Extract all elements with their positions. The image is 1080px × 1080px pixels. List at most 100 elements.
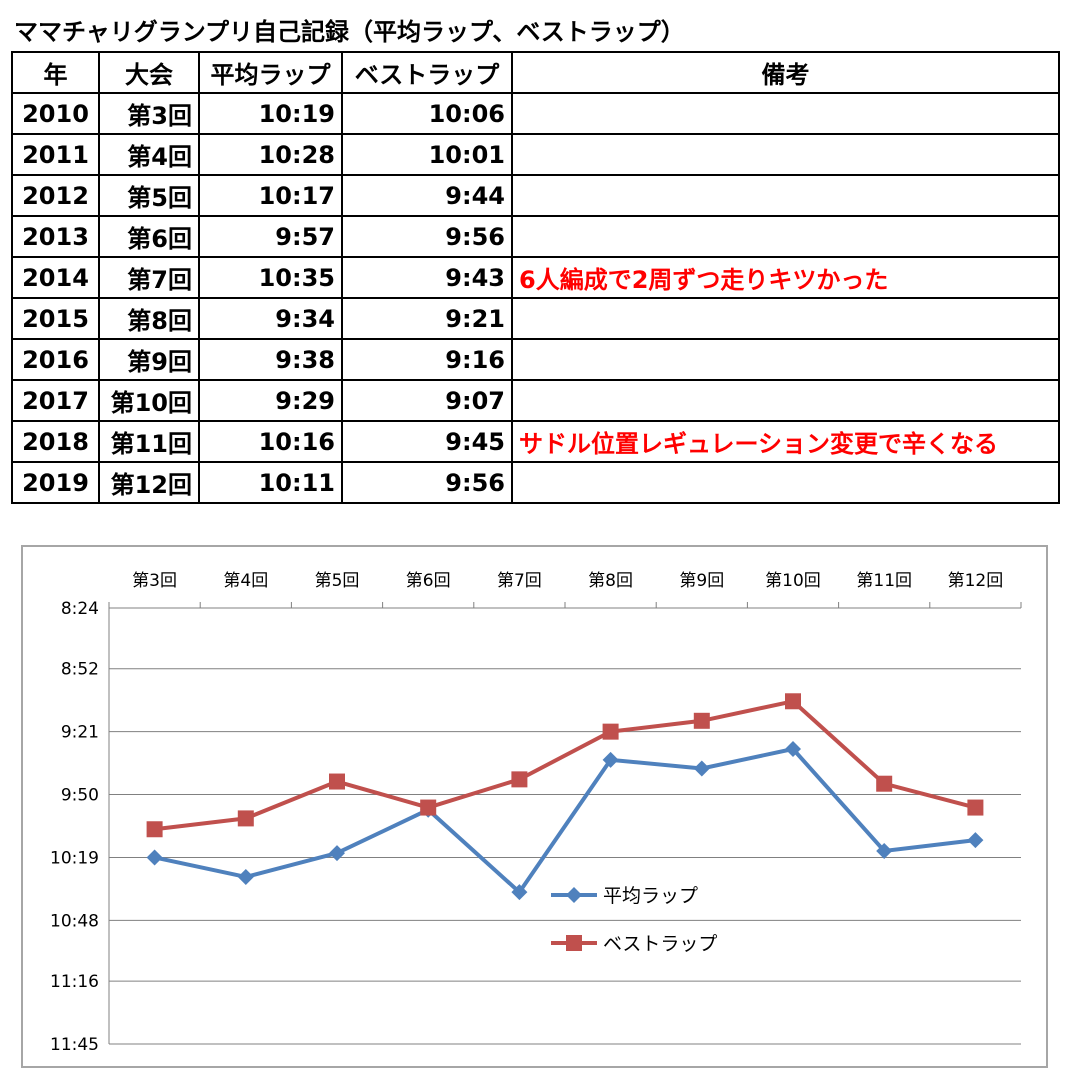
data-point-avg bbox=[511, 884, 528, 901]
cell-avg-lap: 10:35 bbox=[198, 256, 343, 299]
table-row: 2014 第7回 10:35 9:43 6人編成で2周ずつ走りキツかった bbox=[11, 256, 1060, 299]
cell-year: 2019 bbox=[11, 461, 100, 504]
legend-marker bbox=[566, 935, 582, 951]
table-row: 2017 第10回 9:29 9:07 bbox=[11, 379, 1060, 422]
table-row: 2018 第11回 10:16 9:45 サドル位置レギュレーション変更で辛くな… bbox=[11, 420, 1060, 463]
y-tick-label: 8:24 bbox=[61, 599, 99, 619]
data-point-avg bbox=[967, 832, 984, 849]
cell-avg-lap: 10:17 bbox=[198, 174, 343, 217]
lap-chart-svg: 8:24 8:52 9:21 9:50 10:19 10:48 11:16 11:45 第3回 第… bbox=[50, 571, 1022, 1055]
page-title: ママチャリグランプリ自己記録（平均ラップ、ベストラップ） bbox=[14, 18, 685, 46]
cell-note bbox=[511, 92, 1060, 135]
cell-note bbox=[511, 461, 1060, 504]
header-year: 年 bbox=[11, 51, 100, 94]
data-point-best bbox=[785, 693, 801, 710]
table-row: 2010 第3回 10:19 10:06 bbox=[11, 92, 1060, 135]
x-tick-label: 第3回 bbox=[132, 571, 177, 591]
cell-event: 第5回 bbox=[98, 174, 200, 217]
table-row: 2015 第8回 9:34 9:21 bbox=[11, 297, 1060, 340]
lap-chart: 8:24 8:52 9:21 9:50 10:19 10:48 11:16 11:45 第3回 第… bbox=[21, 545, 1048, 1068]
cell-year: 2017 bbox=[11, 379, 100, 422]
cell-avg-lap: 10:11 bbox=[198, 461, 343, 504]
cell-note bbox=[511, 174, 1060, 217]
cell-event: 第9回 bbox=[98, 338, 200, 381]
x-tick-label: 第10回 bbox=[765, 571, 821, 591]
table-header-row: 年 大会 平均ラップ ベストラップ 備考 bbox=[11, 51, 1060, 94]
cell-note bbox=[511, 133, 1060, 176]
data-point-avg bbox=[693, 760, 710, 777]
cell-event: 第10回 bbox=[98, 379, 200, 422]
cell-event: 第4回 bbox=[98, 133, 200, 176]
cell-avg-lap: 9:34 bbox=[198, 297, 343, 340]
y-tick-label: 10:48 bbox=[50, 911, 99, 931]
data-point-avg bbox=[146, 849, 163, 866]
data-point-avg bbox=[602, 751, 619, 768]
cell-event: 第6回 bbox=[98, 215, 200, 258]
header-best-lap: ベストラップ bbox=[341, 51, 513, 94]
table-row: 2013 第6回 9:57 9:56 bbox=[11, 215, 1060, 258]
y-tick-label: 11:45 bbox=[50, 1035, 99, 1055]
data-point-best bbox=[967, 799, 984, 816]
data-point-best bbox=[602, 723, 619, 740]
data-point-best bbox=[420, 799, 437, 816]
cell-best-lap: 9:16 bbox=[341, 338, 513, 381]
data-point-best bbox=[329, 773, 345, 790]
header-avg-lap: 平均ラップ bbox=[198, 51, 343, 94]
cell-best-lap: 10:01 bbox=[341, 133, 513, 176]
data-point-avg bbox=[876, 842, 893, 859]
legend-label: ベストラップ bbox=[603, 933, 717, 955]
records-table: 年 大会 平均ラップ ベストラップ 備考 2010 第3回 10:19 10:0… bbox=[11, 51, 1060, 504]
x-tick-label: 第6回 bbox=[406, 571, 451, 591]
data-point-avg bbox=[329, 845, 345, 862]
table-row: 2012 第5回 10:17 9:44 bbox=[11, 174, 1060, 217]
cell-year: 2011 bbox=[11, 133, 100, 176]
cell-best-lap: 9:07 bbox=[341, 379, 513, 422]
data-point-best bbox=[511, 771, 528, 788]
cell-note: 6人編成で2周ずつ走りキツかった bbox=[511, 256, 1060, 299]
cell-avg-lap: 10:28 bbox=[198, 133, 343, 176]
cell-event: 第7回 bbox=[98, 256, 200, 299]
table-row: 2019 第12回 10:11 9:56 bbox=[11, 461, 1060, 504]
y-tick-label: 11:16 bbox=[50, 972, 99, 992]
data-point-best bbox=[693, 712, 710, 729]
data-point-avg bbox=[785, 740, 801, 757]
y-tick-label: 8:52 bbox=[61, 660, 99, 680]
cell-note: サドル位置レギュレーション変更で辛くなる bbox=[511, 420, 1060, 463]
x-tick-label: 第5回 bbox=[315, 571, 360, 591]
x-tick-label: 第7回 bbox=[497, 571, 542, 591]
header-note: 備考 bbox=[511, 51, 1060, 94]
cell-best-lap: 9:56 bbox=[341, 461, 513, 504]
series-line-1 bbox=[154, 699, 976, 832]
cell-year: 2012 bbox=[11, 174, 100, 217]
data-point-best bbox=[237, 810, 254, 827]
cell-year: 2013 bbox=[11, 215, 100, 258]
x-tick-label: 第12回 bbox=[948, 571, 1004, 591]
series-line-0 bbox=[154, 746, 976, 895]
cell-year: 2015 bbox=[11, 297, 100, 340]
cell-avg-lap: 9:38 bbox=[198, 338, 343, 381]
x-tick-label: 第4回 bbox=[223, 571, 268, 591]
cell-year: 2016 bbox=[11, 338, 100, 381]
cell-best-lap: 10:06 bbox=[341, 92, 513, 135]
cell-best-lap: 9:44 bbox=[341, 174, 513, 217]
table-row: 2016 第9回 9:38 9:16 bbox=[11, 338, 1060, 381]
x-tick-label: 第8回 bbox=[588, 571, 633, 591]
x-tick-label: 第9回 bbox=[679, 571, 724, 591]
cell-note bbox=[511, 338, 1060, 381]
cell-best-lap: 9:21 bbox=[341, 297, 513, 340]
cell-avg-lap: 9:29 bbox=[198, 379, 343, 422]
x-tick-label: 第11回 bbox=[856, 571, 912, 591]
cell-note bbox=[511, 215, 1060, 258]
cell-avg-lap: 10:19 bbox=[198, 92, 343, 135]
cell-note bbox=[511, 379, 1060, 422]
y-tick-label: 10:19 bbox=[50, 848, 99, 868]
legend-marker bbox=[566, 887, 582, 903]
cell-event: 第11回 bbox=[98, 420, 200, 463]
data-point-best bbox=[146, 821, 163, 838]
cell-best-lap: 9:45 bbox=[341, 420, 513, 463]
cell-avg-lap: 9:57 bbox=[198, 215, 343, 258]
cell-note bbox=[511, 297, 1060, 340]
cell-year: 2018 bbox=[11, 420, 100, 463]
header-event: 大会 bbox=[98, 51, 200, 94]
cell-best-lap: 9:56 bbox=[341, 215, 513, 258]
